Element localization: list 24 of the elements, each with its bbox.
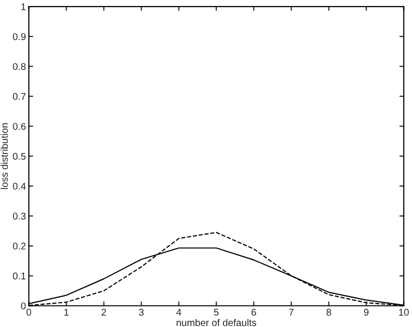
y-axis-title: loss distribution bbox=[0, 123, 8, 189]
y-tick-label: 0.1 bbox=[12, 272, 26, 280]
x-tick-label: 0 bbox=[26, 308, 32, 316]
y-tick-label: 0.8 bbox=[12, 63, 26, 70]
y-tick-label: 0.2 bbox=[12, 242, 26, 250]
y-tick-label: 0 bbox=[21, 302, 26, 310]
x-tick-label: 1 bbox=[64, 308, 69, 316]
x-tick-label: 8 bbox=[326, 308, 332, 316]
y-tick-label: 0.3 bbox=[12, 212, 26, 220]
x-tick-label: 9 bbox=[364, 308, 369, 316]
x-tick-label: 7 bbox=[289, 308, 294, 316]
x-tick-label: 2 bbox=[102, 308, 106, 316]
x-tick-label: 3 bbox=[138, 308, 144, 316]
x-tick-label: 6 bbox=[252, 308, 256, 316]
x-tick-label: 4 bbox=[176, 308, 182, 316]
y-tick-label: 0.5 bbox=[12, 152, 26, 160]
y-tick-label: 0.7 bbox=[12, 93, 26, 100]
y-tick-label: 1 bbox=[21, 3, 26, 10]
y-tick-label: 0.6 bbox=[12, 122, 26, 130]
x-tick-label: 5 bbox=[214, 308, 219, 316]
y-tick-label: 0.4 bbox=[12, 182, 26, 190]
y-tick-label: 0.9 bbox=[12, 33, 26, 40]
x-axis-title: number of defaults bbox=[176, 318, 256, 326]
x-tick-label: 10 bbox=[399, 308, 409, 316]
